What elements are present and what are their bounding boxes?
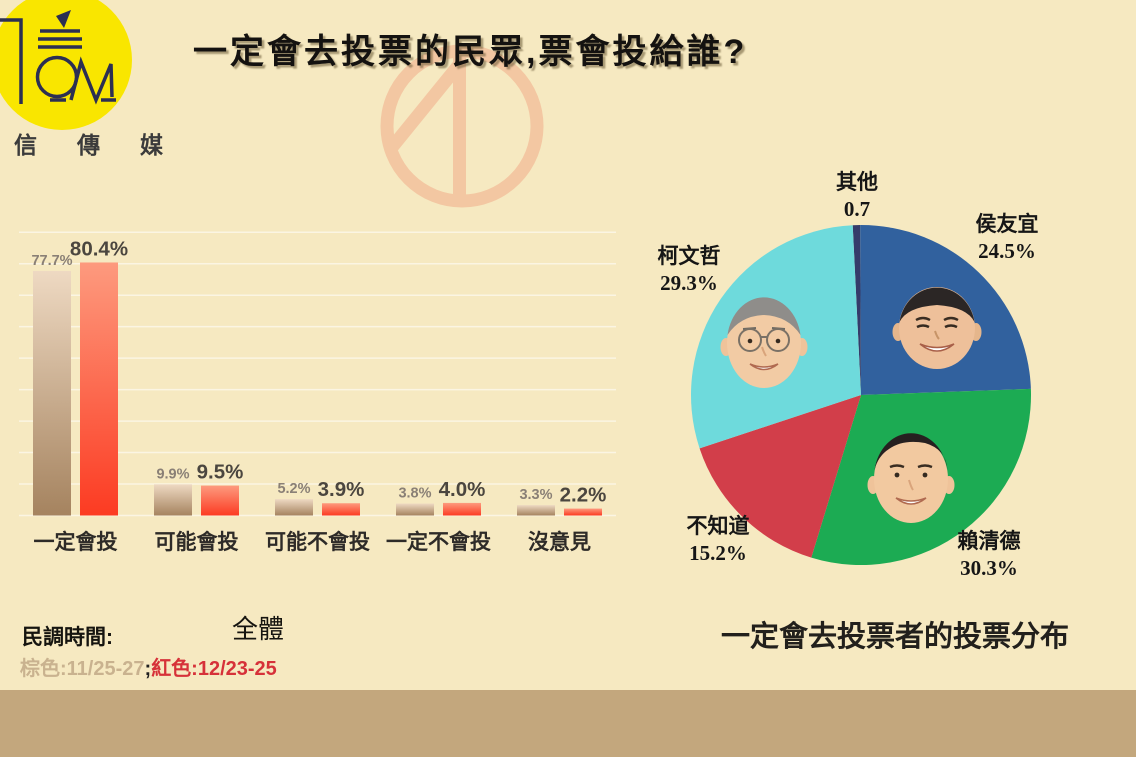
pie-label-other: 其他 0.7 — [836, 169, 878, 223]
bar-value-label-brown-1: 9.9% — [156, 466, 189, 482]
bar-value-label-brown-2: 5.2% — [277, 481, 310, 497]
pie-label-value: 0.7 — [843, 197, 871, 221]
bar-category-label-3: 一定不會投 — [386, 530, 491, 554]
candidate-support-pie-chart — [691, 224, 1032, 565]
pie-slice-3 — [699, 395, 861, 558]
bar-brown-4 — [517, 505, 555, 516]
footer-bar — [0, 690, 1136, 757]
pie-label-lai-ching-te: 賴清德 30.3% — [958, 528, 1021, 582]
pie-label-value: 30.3% — [960, 556, 1018, 580]
pie-label-value: 24.5% — [978, 239, 1036, 263]
bar-red-0 — [80, 262, 118, 516]
pie-label-unknown: 不知道 15.2% — [687, 513, 750, 567]
bar-value-label-brown-0: 77.7% — [31, 253, 72, 269]
brown-wave-note: 棕色:11/25-27 — [20, 658, 145, 680]
hou-yu-ih-face — [892, 287, 982, 369]
cm-media-monogram-icon — [0, 10, 116, 105]
pie-label-hou-yu-ih: 侯友宜 24.5% — [976, 211, 1039, 265]
red-wave-note: 紅色:12/23-25 — [151, 658, 277, 680]
bar-brown-1 — [154, 484, 192, 516]
bar-brown-0 — [33, 270, 71, 516]
bar-red-3 — [443, 502, 481, 516]
bar-category-label-0: 一定會投 — [34, 530, 118, 554]
bar-brown-2 — [275, 499, 313, 516]
pie-slice-0 — [852, 225, 861, 395]
brand-name: 信傳媒 — [14, 132, 203, 158]
cm-media-logo — [0, 0, 132, 130]
bar-value-label-red-1: 9.5% — [197, 461, 244, 484]
page-title: 一定會去投票的民眾,票會投給誰? — [193, 33, 748, 71]
bar-value-label-red-4: 2.2% — [560, 484, 607, 507]
voting-intention-bar-chart: 77.7%80.4% 一定會投 9.9% 9.5% 可能會投 5.2% 3.9% 可能不會投 3… — [19, 231, 616, 554]
note-separator: ; — [144, 658, 152, 680]
poll-time-label: 民調時間: — [22, 626, 113, 649]
bar-brown-3 — [396, 503, 434, 516]
bar-value-label-brown-3: 3.8% — [398, 486, 431, 502]
pie-label-name: 不知道 — [686, 514, 750, 538]
lai-ching-te-face — [867, 433, 955, 523]
pie-label-value: 29.3% — [660, 271, 718, 295]
bar-red-1 — [201, 485, 239, 516]
bar-red-2 — [322, 503, 360, 516]
bar-category-label-4: 沒意見 — [528, 530, 591, 554]
bar-chart-subtitle: 全體 — [231, 614, 284, 644]
pie-label-ko-wen-je: 柯文哲 29.3% — [658, 243, 721, 297]
pie-label-value: 15.2% — [689, 541, 747, 565]
pie-label-name: 侯友宜 — [975, 212, 1039, 236]
ko-wen-je-face — [720, 297, 808, 388]
bar-category-label-2: 可能不會投 — [265, 530, 370, 554]
bar-value-label-red-3: 4.0% — [439, 478, 486, 501]
ballot-stamp-watermark-icon — [380, 44, 544, 208]
pie-label-name: 其他 — [836, 170, 878, 194]
pie-chart-caption: 一定會去投票者的投票分布 — [720, 621, 1070, 653]
bar-category-label-1: 可能會投 — [155, 530, 239, 554]
bar-value-label-red-2: 3.9% — [318, 478, 365, 501]
pie-label-name: 賴清德 — [957, 529, 1021, 553]
bar-value-label-red-0: 80.4% — [70, 237, 128, 260]
bar-value-label-brown-4: 3.3% — [519, 487, 552, 503]
poll-legend-note: 棕色:11/25-27;紅色:12/23-25 — [20, 652, 277, 681]
pie-label-name: 柯文哲 — [657, 244, 721, 268]
bar-red-4 — [564, 508, 602, 516]
